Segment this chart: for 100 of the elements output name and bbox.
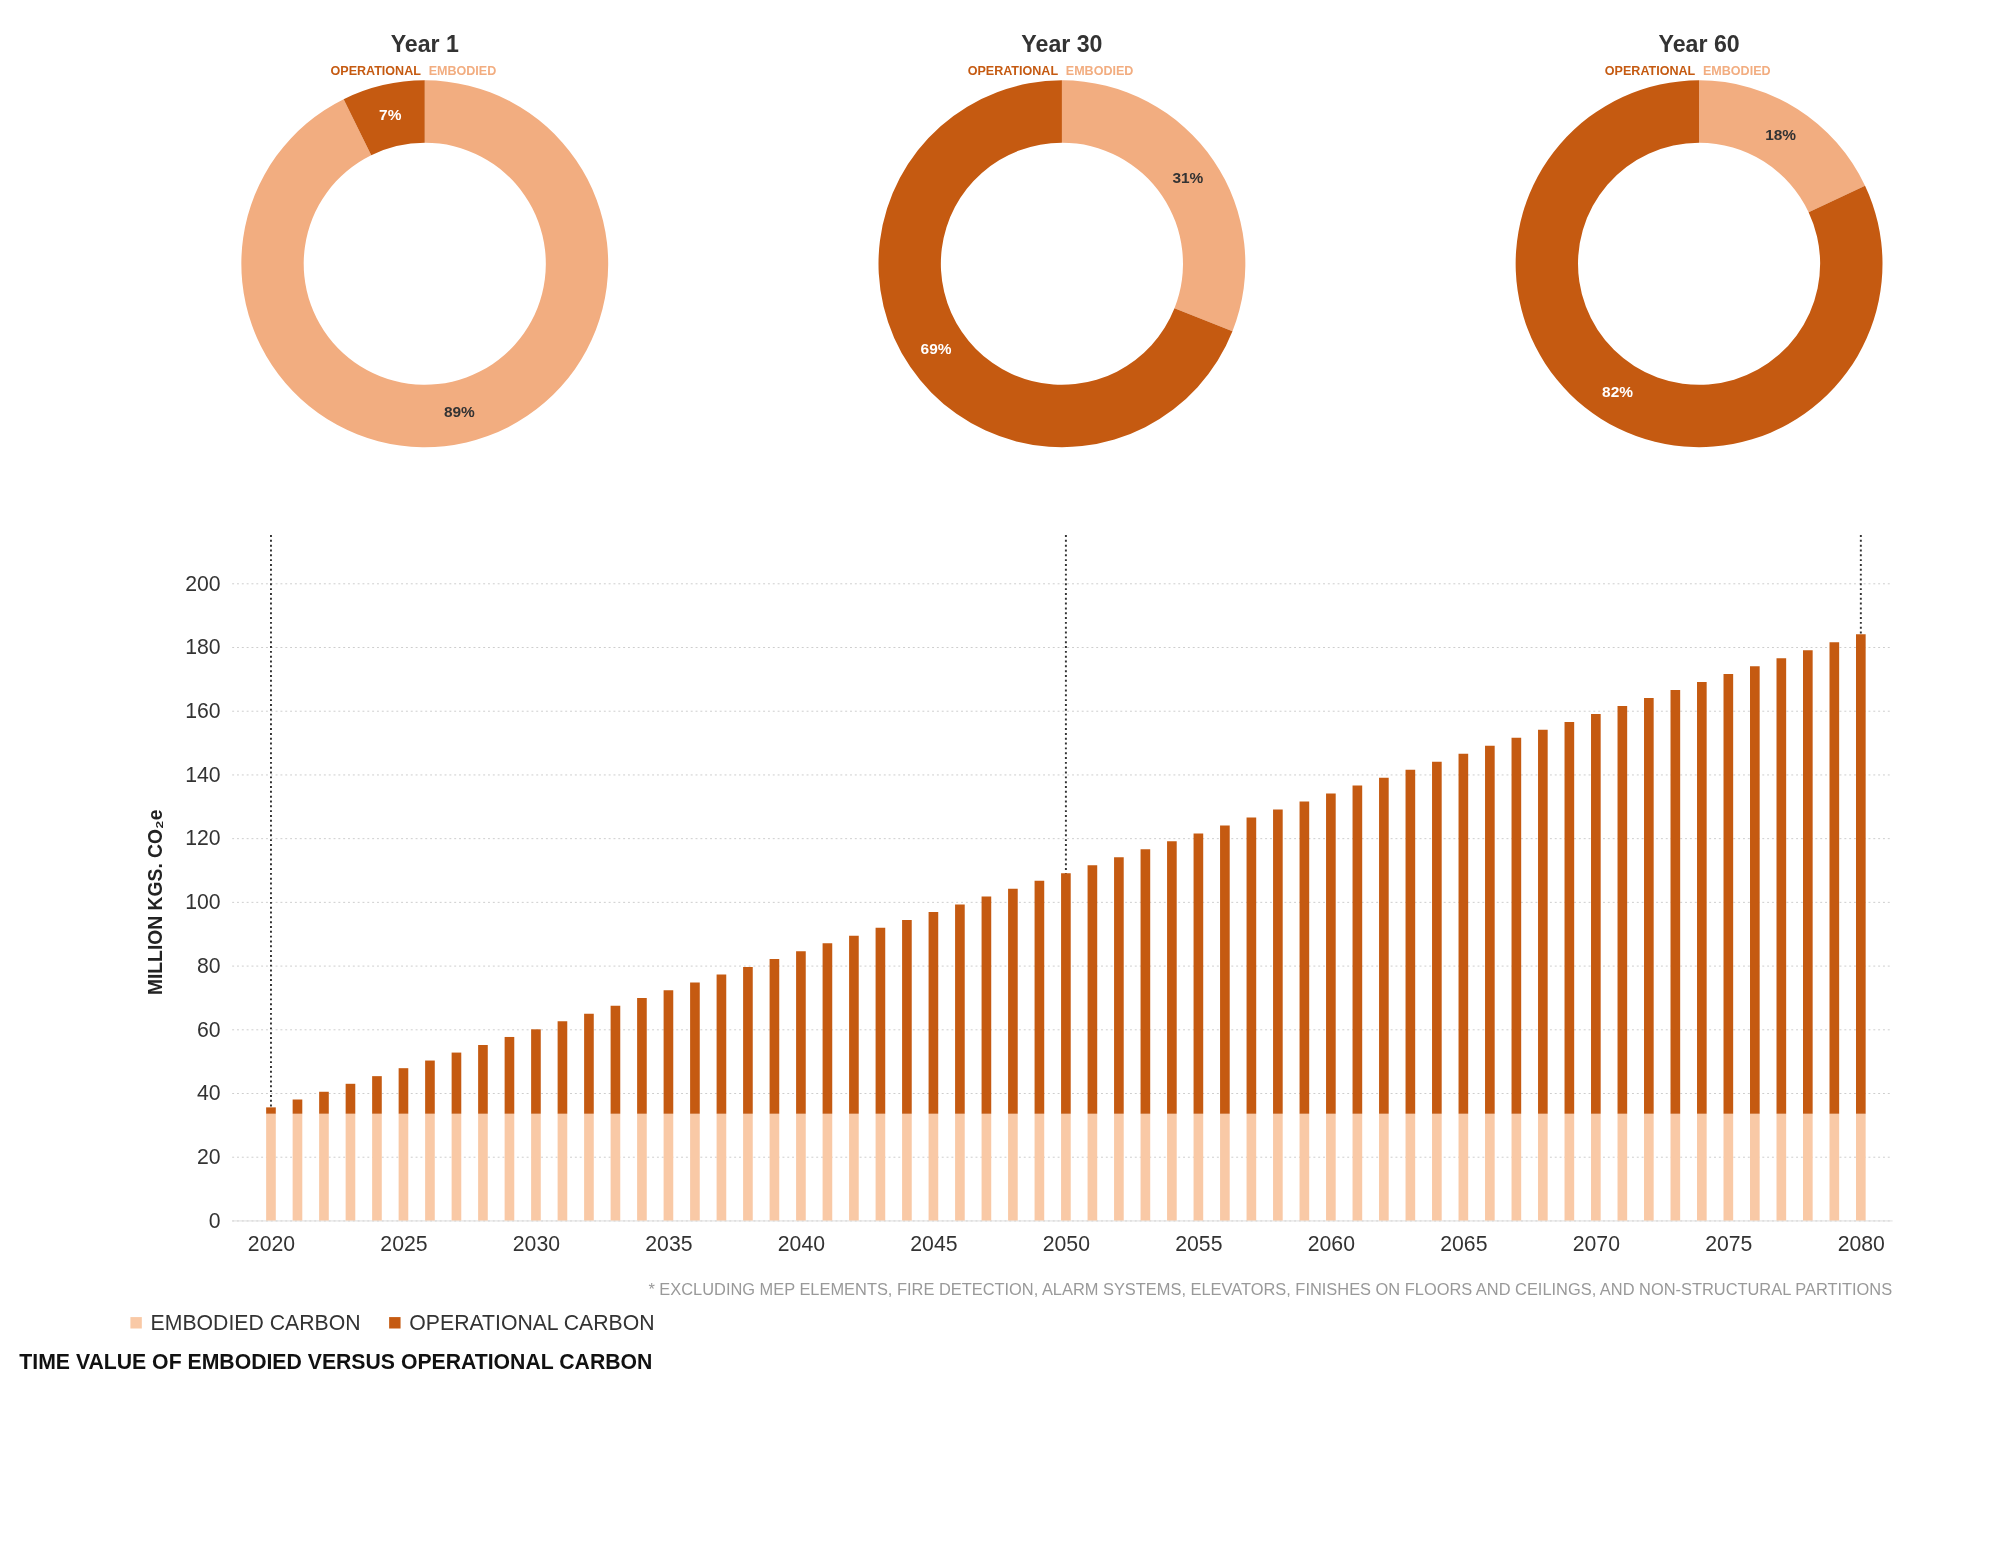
- bar: [1220, 825, 1230, 1114]
- bar: [1776, 1113, 1787, 1221]
- bar: [557, 1021, 568, 1114]
- bar: [902, 920, 912, 1114]
- y-tick-label: 100: [185, 890, 221, 914]
- x-tick-label: 2075: [1705, 1231, 1753, 1255]
- bar: [1723, 1113, 1734, 1221]
- bar: [743, 1113, 753, 1221]
- bar: [1485, 745, 1495, 1114]
- data-label: 89%: [443, 402, 476, 420]
- bar: [1697, 682, 1707, 1114]
- bar: [1246, 1113, 1257, 1221]
- donut-slice: [343, 80, 425, 156]
- bar: [1352, 785, 1363, 1114]
- data-label: 7%: [379, 106, 402, 124]
- text: TIME VALUE OF EMBODIED VERSUS OPERATIONAL CARBON: [19, 1350, 653, 1374]
- bar: [266, 1107, 276, 1114]
- bar: [1538, 1113, 1548, 1221]
- bar: [1114, 1113, 1124, 1221]
- bar: [849, 1113, 859, 1221]
- bar: [1114, 857, 1124, 1114]
- y-tick-label: 200: [185, 571, 221, 595]
- y-tick-label: 160: [185, 698, 221, 722]
- bar: [955, 1113, 965, 1221]
- bar: [478, 1044, 488, 1114]
- bar: [1379, 1113, 1389, 1221]
- bar: [1670, 690, 1681, 1114]
- bar: [743, 966, 753, 1114]
- x-tick-label: 2050: [1042, 1231, 1090, 1255]
- bar: [1617, 705, 1628, 1114]
- bar: [716, 974, 727, 1114]
- y-tick-label: 40: [196, 1081, 221, 1105]
- bar: [663, 1113, 674, 1221]
- bar: [716, 1113, 727, 1221]
- bar: [584, 1113, 594, 1221]
- data-label: 18%: [1765, 126, 1797, 144]
- bar: [955, 904, 965, 1114]
- y-tick-label: 180: [185, 635, 221, 659]
- bar: [637, 1113, 647, 1221]
- bar: [1061, 1113, 1071, 1221]
- bar: [1697, 1113, 1707, 1221]
- bar: [319, 1113, 329, 1221]
- y-tick-label: 0: [208, 1208, 221, 1232]
- data-label: 69%: [920, 340, 952, 358]
- donut-slice: [878, 80, 1233, 447]
- bar: [769, 1113, 780, 1221]
- bar: [610, 1005, 621, 1114]
- data-label: 31%: [1172, 169, 1204, 187]
- data-label: 82%: [1602, 383, 1634, 401]
- y-tick-label: 140: [185, 762, 221, 786]
- bar: [372, 1076, 382, 1114]
- bar: [928, 1113, 939, 1221]
- legend-label: EMBODIED CARBON: [150, 1310, 361, 1334]
- bar: [478, 1113, 488, 1221]
- bar: [1299, 801, 1310, 1114]
- bar: [1326, 793, 1336, 1114]
- bar: [1803, 1113, 1813, 1221]
- bar: [637, 998, 647, 1114]
- bar: [372, 1113, 382, 1221]
- bar: [1299, 1113, 1310, 1221]
- x-tick-label: 2070: [1572, 1231, 1620, 1255]
- bar: [451, 1113, 462, 1221]
- y-tick-label: 120: [185, 826, 221, 850]
- bar: [398, 1113, 409, 1221]
- bar: [292, 1113, 303, 1221]
- bar: [504, 1113, 515, 1221]
- bar: [531, 1113, 541, 1221]
- bar: [557, 1113, 568, 1221]
- slice-label: EMBODIED: [1702, 63, 1771, 78]
- y-tick-label: 60: [196, 1017, 221, 1041]
- bar: [1432, 1113, 1442, 1221]
- bar: [1644, 698, 1654, 1114]
- bar: [1220, 1113, 1230, 1221]
- bar: [1140, 849, 1151, 1114]
- text: * EXCLUDING MEP ELEMENTS, FIRE DETECTION, ALARM SYSTEMS, ELEVATORS, FINISHES ON FLOORS AND CEILINGS, AND NON-STRUCTURAL PARTITIONS: [648, 1279, 1893, 1298]
- x-tick-label: 2045: [910, 1231, 958, 1255]
- bar: [1458, 753, 1469, 1114]
- bar: [1087, 1113, 1098, 1221]
- bar: [1723, 674, 1734, 1114]
- bar: [345, 1113, 356, 1221]
- bar: [451, 1052, 462, 1114]
- bar: [1564, 721, 1575, 1114]
- bar: [875, 927, 886, 1114]
- bar: [1511, 737, 1522, 1114]
- legend-label: OPERATIONAL CARBON: [409, 1310, 655, 1334]
- bar: [1829, 642, 1840, 1114]
- bar: [1167, 841, 1177, 1114]
- chart-title: Year 60: [1658, 31, 1740, 58]
- bar: [1511, 1113, 1522, 1221]
- bar: [1856, 1113, 1866, 1221]
- y-tick-label: 20: [196, 1144, 221, 1168]
- bar: [1591, 713, 1601, 1114]
- bar: [584, 1013, 594, 1114]
- bar: [1670, 1113, 1681, 1221]
- bar: [1273, 809, 1283, 1114]
- bar: [981, 896, 992, 1114]
- x-tick-label: 2040: [777, 1231, 826, 1255]
- bar: [663, 990, 674, 1114]
- bar: [1061, 873, 1071, 1114]
- bar: [1352, 1113, 1363, 1221]
